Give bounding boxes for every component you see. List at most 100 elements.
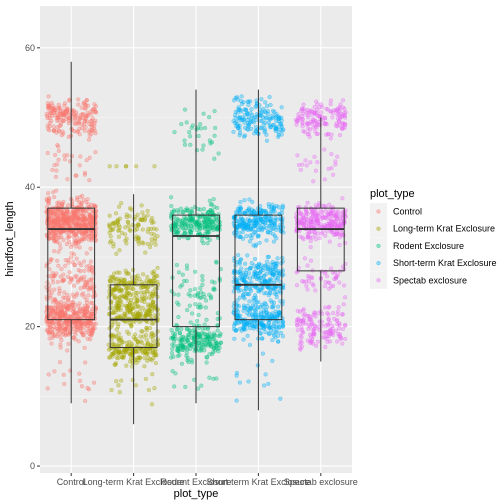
data-point xyxy=(66,298,71,304)
data-point xyxy=(307,230,312,235)
data-point xyxy=(155,279,160,285)
data-point xyxy=(72,262,77,268)
data-point xyxy=(52,287,57,292)
data-point xyxy=(48,224,54,229)
data-point xyxy=(313,168,319,173)
data-point xyxy=(55,311,61,317)
data-point xyxy=(334,274,339,279)
data-point xyxy=(58,313,63,319)
data-point xyxy=(204,354,209,360)
data-point xyxy=(258,331,263,336)
data-point xyxy=(76,212,81,217)
data-point xyxy=(140,227,145,232)
legend-symbol xyxy=(376,260,381,266)
data-point xyxy=(136,311,141,316)
data-point xyxy=(214,260,219,265)
data-point xyxy=(74,244,79,249)
data-point xyxy=(52,219,57,225)
data-point xyxy=(199,223,204,228)
data-point xyxy=(115,305,120,310)
data-point xyxy=(201,111,206,116)
data-point xyxy=(151,271,156,277)
data-point xyxy=(64,324,69,330)
data-point xyxy=(60,312,65,317)
data-point xyxy=(169,203,174,209)
data-point xyxy=(53,239,59,244)
data-point xyxy=(200,282,205,287)
data-point xyxy=(253,124,258,130)
data-point xyxy=(176,314,181,320)
data-point xyxy=(300,117,306,122)
data-point xyxy=(144,288,149,294)
data-point xyxy=(270,358,275,364)
data-point xyxy=(56,115,61,121)
x-tick-label: Spectab exclosure xyxy=(284,477,358,487)
data-point xyxy=(75,310,80,315)
data-point xyxy=(58,310,63,315)
data-point xyxy=(72,311,77,317)
data-point xyxy=(333,232,338,237)
data-point xyxy=(141,214,146,219)
data-point xyxy=(53,299,59,304)
data-point xyxy=(302,256,308,261)
data-point xyxy=(199,238,205,243)
data-point xyxy=(47,325,53,331)
data-point xyxy=(85,119,90,124)
data-point xyxy=(58,334,63,340)
data-point xyxy=(83,330,89,335)
data-point xyxy=(68,302,73,308)
data-point xyxy=(59,133,64,138)
data-point xyxy=(83,322,88,327)
data-point xyxy=(82,268,87,273)
data-point xyxy=(65,305,70,310)
data-point xyxy=(305,200,310,205)
data-point xyxy=(245,208,251,213)
data-point xyxy=(171,331,176,336)
data-point xyxy=(56,321,62,327)
data-point xyxy=(52,222,57,227)
data-point xyxy=(259,97,264,102)
data-point xyxy=(340,98,346,103)
data-point xyxy=(51,310,57,316)
data-point xyxy=(74,320,79,325)
data-point xyxy=(115,301,120,306)
data-point xyxy=(151,280,156,285)
data-point xyxy=(49,305,54,310)
data-point xyxy=(73,302,78,307)
data-point xyxy=(274,289,280,295)
data-point xyxy=(76,304,81,309)
data-point xyxy=(67,234,72,240)
data-point xyxy=(171,209,177,214)
data-point xyxy=(53,233,59,238)
data-point xyxy=(340,126,345,132)
data-point xyxy=(50,106,55,111)
data-point xyxy=(130,306,135,311)
data-point xyxy=(117,390,122,395)
data-point xyxy=(153,360,159,366)
data-point xyxy=(53,312,58,317)
data-point xyxy=(59,322,65,328)
data-point xyxy=(145,351,150,357)
data-point xyxy=(340,312,345,317)
data-point xyxy=(82,217,87,222)
data-point xyxy=(59,338,64,343)
data-point xyxy=(54,168,59,173)
data-point xyxy=(242,261,248,266)
data-point xyxy=(50,167,55,173)
data-point xyxy=(260,351,266,356)
data-point xyxy=(45,323,51,328)
data-point xyxy=(55,300,60,305)
data-point xyxy=(70,314,75,320)
data-point xyxy=(211,196,216,202)
data-point xyxy=(238,257,244,262)
data-point xyxy=(248,265,253,271)
data-point xyxy=(71,223,76,228)
data-point xyxy=(139,329,144,334)
data-point xyxy=(184,263,190,268)
data-point xyxy=(273,268,279,273)
data-point xyxy=(72,222,78,227)
data-point xyxy=(329,205,334,210)
data-point xyxy=(264,132,269,137)
data-point xyxy=(264,310,270,315)
data-point xyxy=(176,346,182,351)
